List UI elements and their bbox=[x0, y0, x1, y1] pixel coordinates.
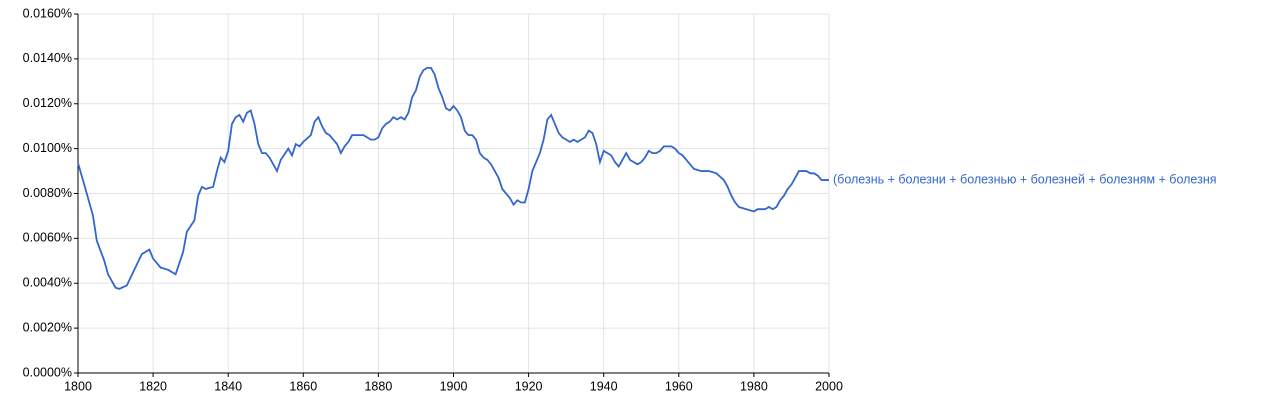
y-tick-label: 0.0100% bbox=[23, 141, 72, 155]
x-tick-label: 1840 bbox=[214, 379, 242, 393]
y-tick-label: 0.0020% bbox=[23, 320, 72, 334]
y-tick-label: 0.0060% bbox=[23, 231, 72, 245]
x-tick-label: 1980 bbox=[740, 379, 768, 393]
x-tick-label: 1900 bbox=[440, 379, 468, 393]
y-tick-label: 0.0040% bbox=[23, 276, 72, 290]
y-tick-label: 0.0080% bbox=[23, 186, 72, 200]
x-tick-label: 1860 bbox=[289, 379, 317, 393]
x-tick-label: 1940 bbox=[590, 379, 618, 393]
x-tick-label: 1920 bbox=[515, 379, 543, 393]
x-tick-label: 1800 bbox=[64, 379, 92, 393]
series-label: (болезнь + болезни + болезнью + болезней… bbox=[833, 172, 1217, 186]
y-tick-label: 0.0160% bbox=[23, 6, 72, 20]
y-tick-label: 0.0120% bbox=[23, 96, 72, 110]
y-tick-label: 0.0000% bbox=[23, 365, 72, 379]
x-tick-label: 1820 bbox=[139, 379, 167, 393]
x-tick-label: 1880 bbox=[364, 379, 392, 393]
data-line bbox=[77, 66, 829, 290]
x-tick-label: 1960 bbox=[665, 379, 693, 393]
y-tick-label: 0.0140% bbox=[23, 51, 72, 65]
x-tick-label: 2000 bbox=[815, 379, 843, 393]
